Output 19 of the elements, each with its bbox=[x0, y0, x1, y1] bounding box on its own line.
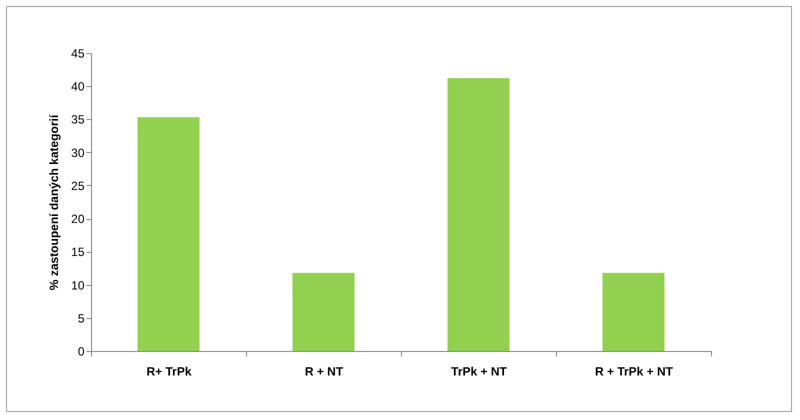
y-tick-label: 30 bbox=[71, 146, 85, 160]
y-axis-title: % zastoupení daných kategorií bbox=[47, 114, 62, 290]
y-tick-label: 0 bbox=[78, 344, 85, 358]
x-tick-label: R+ TrPk bbox=[146, 364, 192, 378]
bar bbox=[602, 272, 664, 351]
bar bbox=[448, 78, 510, 351]
y-tick-label: 20 bbox=[71, 212, 85, 226]
y-tick-label: 45 bbox=[71, 46, 85, 60]
bar bbox=[138, 117, 200, 351]
y-tick-label: 25 bbox=[71, 178, 85, 193]
x-tick-label: R + NT bbox=[304, 364, 344, 378]
y-tick-label: 35 bbox=[71, 112, 85, 127]
x-tick-label: TrPk + NT bbox=[451, 364, 508, 378]
bar bbox=[292, 272, 354, 351]
y-tick-label: 15 bbox=[71, 245, 85, 260]
y-tick-label: 10 bbox=[71, 278, 85, 292]
y-tick-label: 40 bbox=[71, 80, 85, 94]
x-tick-label: R + TrPk + NT bbox=[594, 364, 674, 378]
y-tick-label: 5 bbox=[78, 311, 85, 326]
